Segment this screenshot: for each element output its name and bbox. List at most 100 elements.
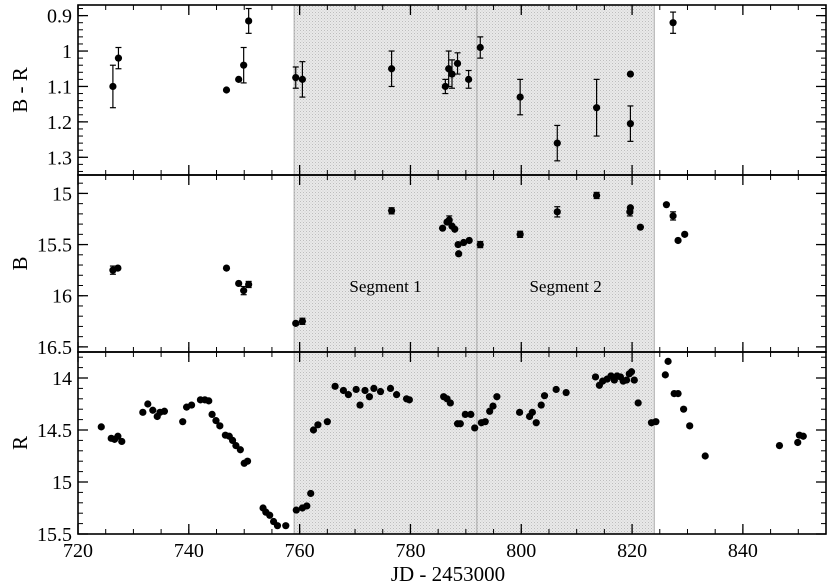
data-point <box>661 371 669 379</box>
data-marker <box>626 204 635 212</box>
data-marker <box>591 373 600 381</box>
data-marker <box>626 120 635 128</box>
panel-frame <box>77 351 827 535</box>
data-point <box>245 7 253 34</box>
data-marker <box>149 406 157 414</box>
data-point <box>292 66 300 89</box>
data-marker <box>292 506 300 514</box>
data-point <box>674 390 682 398</box>
data-marker <box>453 59 462 68</box>
data-point <box>292 506 300 514</box>
data-point <box>314 421 322 429</box>
data-point <box>622 376 631 384</box>
data-point <box>680 405 688 413</box>
data-marker <box>370 384 378 392</box>
data-point <box>669 11 677 34</box>
data-marker <box>775 442 784 450</box>
data-point <box>481 418 489 426</box>
data-point <box>405 396 413 404</box>
y-tick-label: 1.3 <box>47 147 72 169</box>
y-tick-label: 15.5 <box>37 524 72 546</box>
data-point <box>528 408 536 416</box>
data-marker <box>344 391 352 399</box>
data-point <box>266 511 274 519</box>
data-point <box>307 489 315 498</box>
data-point <box>681 230 689 238</box>
data-marker <box>352 385 360 394</box>
x-tick-label: 720 <box>63 540 93 562</box>
data-point <box>441 78 449 95</box>
data-point <box>446 399 454 407</box>
data-point <box>438 224 447 232</box>
data-point <box>309 426 318 434</box>
data-marker <box>669 19 677 27</box>
data-marker <box>481 418 489 426</box>
data-marker <box>236 446 244 454</box>
data-marker <box>674 390 682 398</box>
y-axis-label: R <box>8 436 32 450</box>
data-point <box>356 401 364 409</box>
panel-3: 14 14.5 15 15.5 R <box>8 352 827 546</box>
data-marker <box>361 386 369 395</box>
data-marker <box>532 419 540 427</box>
data-marker <box>282 522 290 530</box>
data-point <box>243 457 252 465</box>
data-point <box>388 50 396 88</box>
y-tick-label: 0.9 <box>47 6 72 28</box>
data-point <box>236 446 244 454</box>
data-point <box>540 392 549 400</box>
data-point <box>674 236 682 245</box>
data-marker <box>309 426 318 434</box>
data-point <box>626 105 635 142</box>
data-marker <box>662 201 671 209</box>
data-marker <box>323 418 331 426</box>
data-point <box>652 418 660 426</box>
segment-label-1: Segment 1 <box>349 277 421 296</box>
data-marker <box>486 407 494 415</box>
data-point <box>235 75 243 83</box>
data-marker <box>118 437 126 446</box>
data-point <box>222 86 231 94</box>
data-marker <box>438 224 447 232</box>
data-point <box>593 78 601 137</box>
data-point <box>451 225 459 233</box>
y-tick-label: 16 <box>52 286 72 308</box>
data-marker <box>636 223 644 231</box>
data-marker <box>114 264 122 272</box>
data-marker <box>386 384 395 392</box>
data-marker <box>528 408 536 416</box>
data-marker <box>634 399 642 407</box>
data-point <box>486 407 494 415</box>
data-marker <box>456 420 464 428</box>
data-point <box>160 407 169 415</box>
data-marker <box>701 452 709 460</box>
data-point <box>445 50 453 88</box>
data-point <box>476 36 484 59</box>
data-point <box>686 422 694 430</box>
data-point <box>626 204 635 212</box>
x-tick-label: 760 <box>285 540 315 562</box>
data-marker <box>622 376 631 384</box>
data-point <box>109 64 117 109</box>
data-marker <box>664 357 672 365</box>
x-axis-label: JD - 2453000 <box>391 562 505 584</box>
y-tick-label: 14.5 <box>37 420 72 442</box>
data-point <box>701 452 709 460</box>
data-point <box>455 250 463 258</box>
data-point <box>114 432 122 440</box>
data-marker <box>455 250 463 258</box>
shaded-segment-1 <box>294 5 477 534</box>
data-point <box>118 437 126 446</box>
data-point <box>388 207 396 215</box>
data-point <box>114 264 122 272</box>
data-marker <box>222 86 231 94</box>
data-point <box>456 420 464 428</box>
data-point <box>627 368 636 376</box>
shaded-segment-2 <box>476 5 655 534</box>
data-marker <box>356 401 364 409</box>
data-marker <box>208 410 216 418</box>
data-marker <box>114 54 123 62</box>
data-point <box>339 386 348 395</box>
data-marker <box>228 436 237 444</box>
